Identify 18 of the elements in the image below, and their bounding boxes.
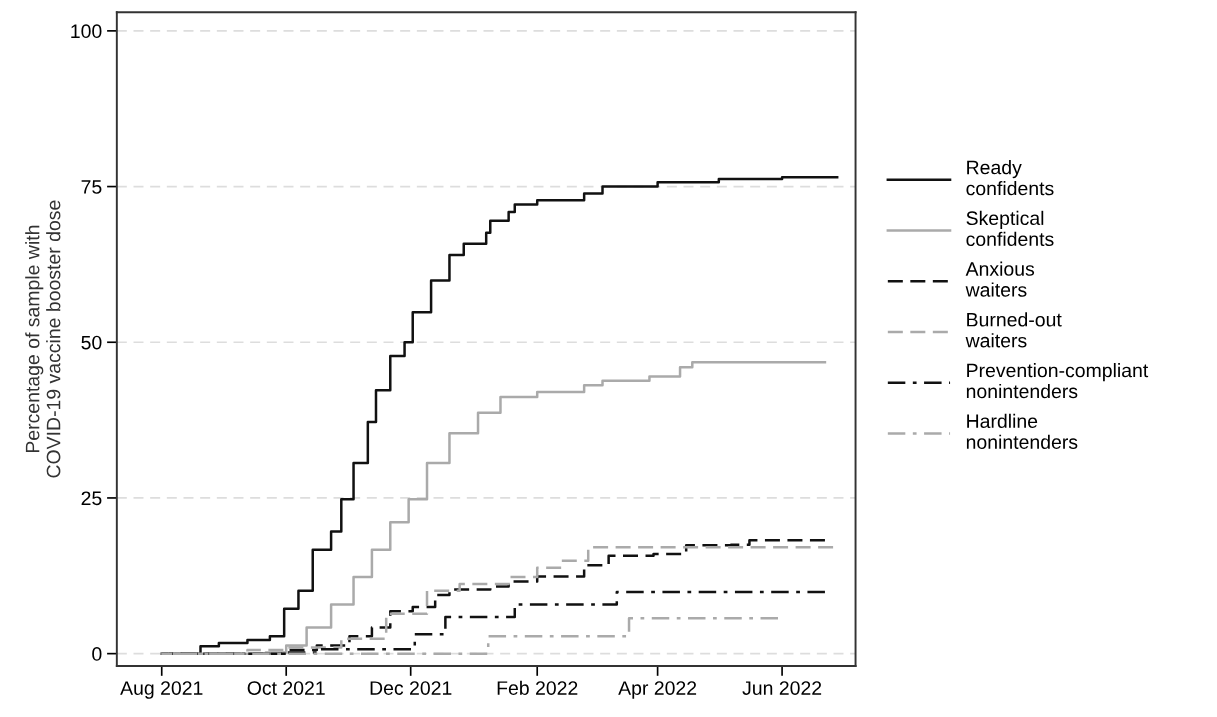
x-tick-label: Oct 2021: [247, 681, 325, 695]
y-tick-label: 50: [81, 335, 102, 350]
y-tick-label: 100: [71, 24, 102, 39]
legend-label: Prevention-compliant nonintenders: [966, 363, 1149, 399]
x-tick-label: Aug 2021: [120, 681, 203, 699]
y-tick-label: 75: [81, 180, 102, 194]
x-tick-label: Jun 2022: [742, 681, 822, 695]
legend-label: Anxious waiters: [965, 261, 1035, 297]
y-tick-label: 25: [81, 491, 102, 506]
x-tick-label: Dec 2021: [370, 681, 452, 695]
legend-label: Hardline nonintenders: [966, 413, 1078, 449]
y-tick-label: 0: [92, 647, 102, 661]
legend-label: Burned-out waiters: [965, 312, 1062, 348]
y-axis-title: Percentage of sample with COVID-19 vaccine booster dose: [25, 200, 61, 478]
x-tick-label: Feb 2022: [497, 680, 578, 695]
legend-label: Skeptical confidents: [966, 210, 1054, 247]
x-tick-label: Apr 2022: [618, 681, 697, 699]
legend-label: Ready confidents: [966, 160, 1054, 196]
